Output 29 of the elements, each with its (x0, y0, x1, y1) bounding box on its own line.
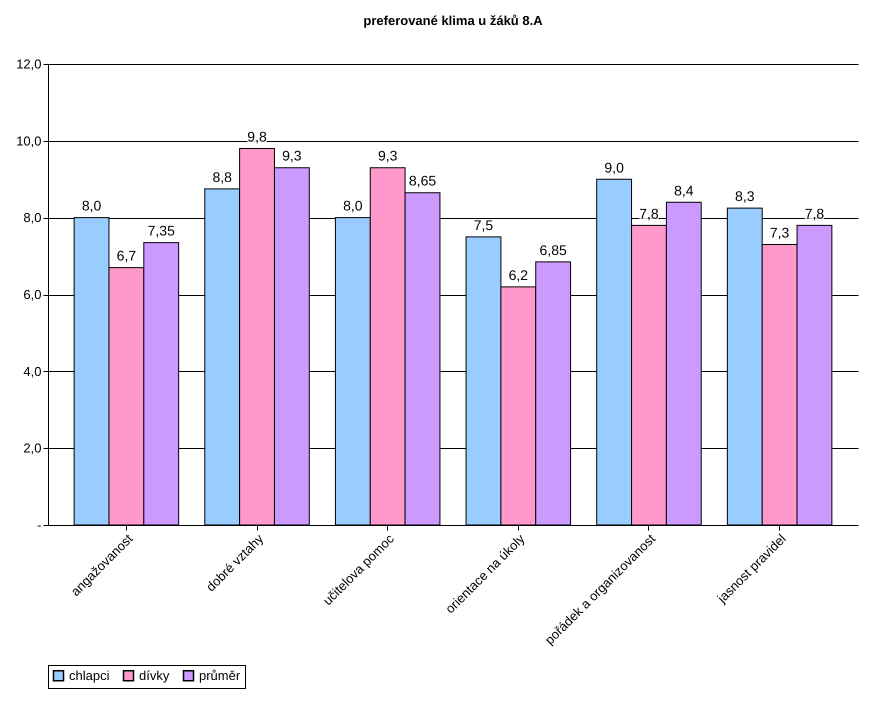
data-label: 9,3 (378, 148, 398, 164)
y-tick-label: 4,0 (23, 364, 42, 379)
y-tick-label: 12,0 (16, 56, 42, 72)
data-label: 7,8 (639, 205, 659, 222)
data-label: 7,8 (804, 205, 824, 222)
data-label: 7,5 (474, 216, 494, 233)
data-label: 9,3 (282, 148, 302, 164)
data-label: 6,7 (116, 248, 136, 264)
data-label: 8,3 (735, 188, 755, 204)
legend-label: průměr (199, 668, 241, 683)
y-tick-label: 2,0 (23, 440, 42, 456)
legend-label: dívky (139, 668, 170, 683)
data-label: 6,2 (508, 266, 528, 283)
data-label: 8,65 (408, 172, 436, 189)
y-tick-label: - (37, 518, 42, 532)
y-tick-label: 6,0 (23, 287, 42, 302)
data-label: 8,0 (343, 198, 363, 214)
data-label: 7,35 (148, 222, 176, 239)
data-label: 9,8 (247, 128, 267, 145)
legend-label: chlapci (69, 668, 110, 683)
chart-title: preferované klima u žáků 8.A (363, 13, 544, 28)
y-tick-label: 8,0 (23, 210, 42, 226)
data-label: 9,0 (604, 159, 624, 176)
data-label: 6,85 (540, 242, 567, 258)
data-label: 8,4 (674, 182, 694, 198)
data-label: 7,3 (770, 224, 790, 241)
y-tick-label: 10,0 (16, 133, 42, 148)
data-label: 8,0 (82, 198, 102, 214)
data-label: 8,8 (212, 168, 232, 185)
